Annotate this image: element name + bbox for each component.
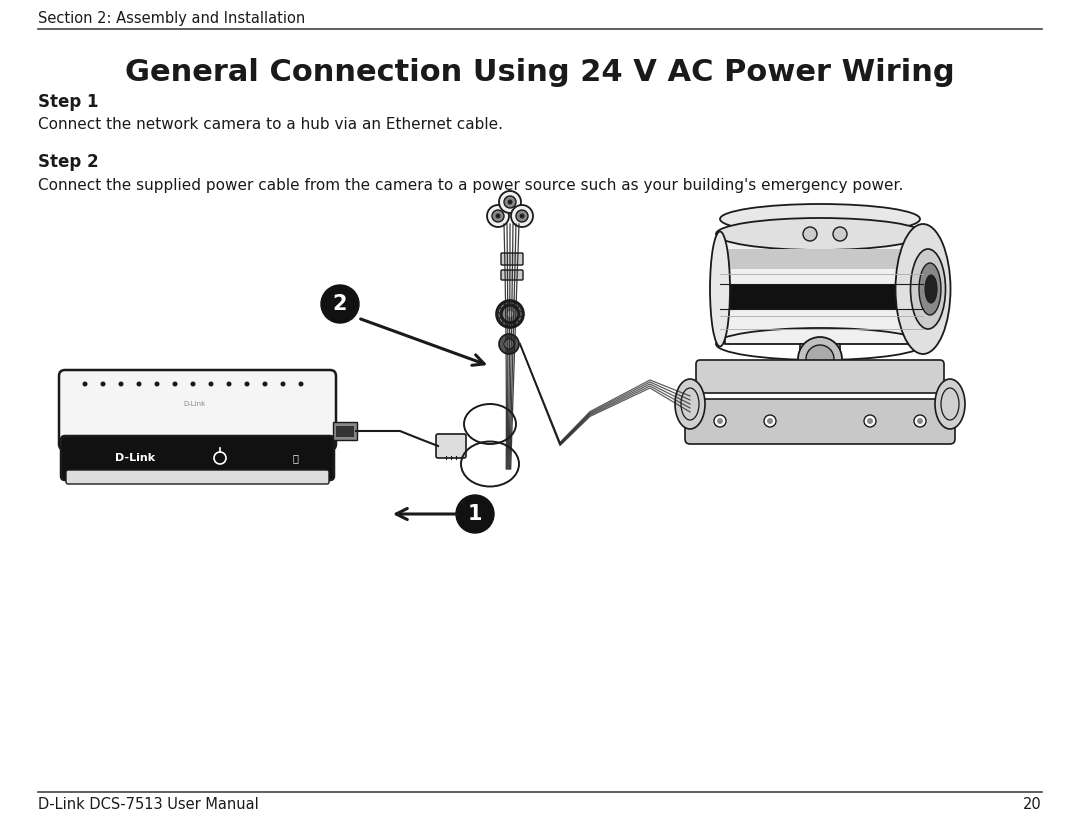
- Ellipse shape: [675, 379, 705, 429]
- Circle shape: [867, 418, 873, 424]
- Text: Step 2: Step 2: [38, 153, 98, 171]
- FancyBboxPatch shape: [501, 270, 523, 280]
- Text: 20: 20: [1023, 797, 1042, 812]
- Circle shape: [767, 418, 773, 424]
- Circle shape: [914, 415, 926, 427]
- Text: 2: 2: [333, 294, 348, 314]
- Circle shape: [917, 418, 923, 424]
- Circle shape: [321, 285, 359, 323]
- Circle shape: [864, 415, 876, 427]
- Circle shape: [519, 214, 525, 219]
- Circle shape: [244, 381, 249, 386]
- Circle shape: [119, 381, 123, 386]
- Circle shape: [173, 381, 177, 386]
- Circle shape: [499, 191, 521, 213]
- FancyBboxPatch shape: [501, 253, 523, 265]
- FancyBboxPatch shape: [685, 399, 955, 444]
- Text: Connect the network camera to a hub via an Ethernet cable.: Connect the network camera to a hub via …: [38, 117, 503, 132]
- Circle shape: [227, 381, 231, 386]
- Circle shape: [714, 415, 726, 427]
- Circle shape: [516, 210, 528, 222]
- Circle shape: [798, 337, 842, 381]
- Polygon shape: [800, 344, 840, 354]
- Circle shape: [154, 381, 160, 386]
- Ellipse shape: [919, 263, 941, 315]
- Text: 1: 1: [468, 504, 483, 524]
- FancyBboxPatch shape: [336, 426, 354, 437]
- Text: ☐: ☐: [336, 453, 345, 463]
- FancyBboxPatch shape: [66, 470, 329, 484]
- Ellipse shape: [910, 249, 945, 329]
- Circle shape: [487, 205, 509, 227]
- Circle shape: [764, 415, 777, 427]
- Circle shape: [508, 199, 513, 204]
- Ellipse shape: [716, 218, 924, 250]
- Text: D-Link DCS-7513 User Manual: D-Link DCS-7513 User Manual: [38, 797, 259, 812]
- Polygon shape: [723, 249, 921, 269]
- Ellipse shape: [710, 232, 730, 346]
- Circle shape: [507, 311, 513, 317]
- Circle shape: [496, 300, 524, 328]
- Text: D-Link: D-Link: [184, 401, 206, 407]
- FancyBboxPatch shape: [333, 422, 357, 440]
- Ellipse shape: [924, 275, 937, 303]
- Polygon shape: [720, 284, 923, 309]
- Ellipse shape: [720, 204, 920, 234]
- Circle shape: [136, 381, 141, 386]
- Circle shape: [499, 334, 519, 354]
- Circle shape: [190, 381, 195, 386]
- Text: D-Link: D-Link: [114, 453, 156, 463]
- Ellipse shape: [935, 379, 966, 429]
- Polygon shape: [720, 234, 924, 344]
- Text: ⚿: ⚿: [292, 453, 298, 463]
- Circle shape: [833, 227, 847, 241]
- Circle shape: [100, 381, 106, 386]
- FancyBboxPatch shape: [59, 370, 336, 450]
- Circle shape: [82, 381, 87, 386]
- Circle shape: [504, 196, 516, 208]
- Text: Connect the supplied power cable from the camera to a power source such as your : Connect the supplied power cable from th…: [38, 178, 903, 193]
- Circle shape: [298, 381, 303, 386]
- Circle shape: [208, 381, 214, 386]
- FancyBboxPatch shape: [696, 360, 944, 393]
- Text: Step 1: Step 1: [38, 93, 98, 111]
- Text: Section 2: Assembly and Installation: Section 2: Assembly and Installation: [38, 11, 306, 26]
- Circle shape: [717, 418, 723, 424]
- Circle shape: [502, 306, 518, 322]
- Circle shape: [262, 381, 268, 386]
- Circle shape: [806, 345, 834, 373]
- Circle shape: [492, 210, 504, 222]
- FancyBboxPatch shape: [436, 434, 465, 458]
- Circle shape: [496, 214, 500, 219]
- Circle shape: [456, 495, 494, 533]
- Circle shape: [511, 205, 534, 227]
- Circle shape: [804, 227, 816, 241]
- Text: General Connection Using 24 V AC Power Wiring: General Connection Using 24 V AC Power W…: [125, 58, 955, 87]
- Circle shape: [281, 381, 285, 386]
- Ellipse shape: [895, 224, 950, 354]
- FancyBboxPatch shape: [60, 436, 334, 480]
- Circle shape: [504, 339, 514, 349]
